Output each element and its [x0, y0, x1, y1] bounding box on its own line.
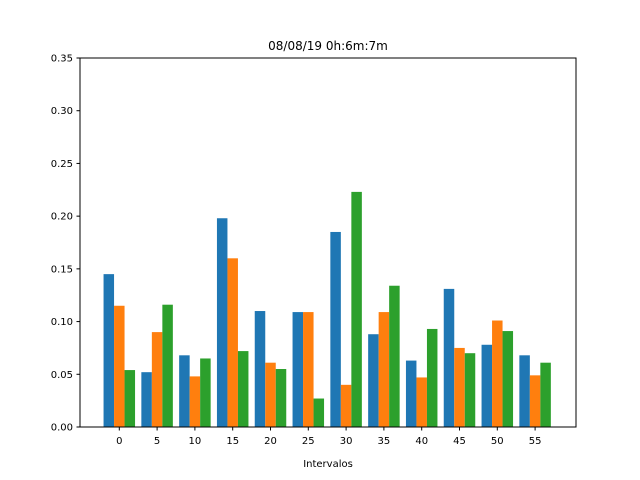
bar-series3-35	[389, 285, 400, 427]
x-tick-label: 20	[264, 436, 277, 447]
y-tick-label: 0.20	[51, 212, 73, 223]
y-tick-label: 0.00	[51, 423, 73, 434]
bar-series2-30	[340, 384, 352, 427]
bar-series3-55	[540, 362, 551, 427]
y-tick-label: 0.10	[51, 317, 73, 328]
bar-series2-55	[529, 375, 541, 427]
x-tick-label: 40	[415, 436, 428, 447]
bar-series1-55	[519, 355, 530, 427]
bar-series3-25	[313, 398, 325, 427]
bar-series3-0	[124, 370, 136, 427]
bar-series2-15	[227, 258, 238, 427]
x-tick-label: 50	[491, 436, 504, 447]
plot-frame	[79, 57, 577, 428]
bar-series2-35	[378, 312, 390, 427]
bar-series1-45	[443, 288, 455, 427]
bar-series3-15	[237, 351, 249, 427]
bar-series2-20	[265, 362, 276, 427]
bars-group	[103, 191, 551, 427]
x-tick-label: 30	[340, 436, 353, 447]
bar-series1-10	[179, 355, 190, 427]
chart-title: 08/08/19 0h:6m:7m	[268, 39, 388, 53]
x-tick-label: 10	[189, 436, 202, 447]
bar-series3-5	[162, 304, 173, 427]
bar-series3-45	[464, 353, 476, 427]
y-tick-label: 0.25	[51, 159, 73, 170]
bar-series3-10	[200, 358, 211, 427]
x-tick-label: 25	[302, 436, 315, 447]
y-tick-label: 0.30	[51, 106, 73, 117]
y-tick-label: 0.05	[51, 370, 73, 381]
x-tick-label: 15	[226, 436, 239, 447]
bar-series1-20	[254, 311, 266, 427]
bar-series1-30	[330, 231, 341, 427]
bar-series1-0	[103, 274, 115, 427]
bar-series1-40	[405, 360, 417, 427]
bar-series3-40	[426, 328, 438, 427]
bar-series1-35	[368, 334, 379, 427]
x-tick-label: 5	[154, 436, 160, 447]
bar-series2-10	[189, 376, 201, 427]
bar-series2-40	[416, 377, 427, 427]
bar-series2-50	[492, 320, 503, 427]
x-tick-label: 55	[529, 436, 542, 447]
x-tick-label: 35	[378, 436, 391, 447]
y-tick-label: 0.15	[51, 264, 73, 275]
x-tick-label: 45	[453, 436, 466, 447]
bar-series2-25	[303, 312, 314, 427]
y-tick-label: 0.35	[51, 54, 73, 65]
bar-series3-50	[502, 331, 514, 427]
bar-series1-5	[141, 372, 152, 427]
x-axis-label: Intervalos	[303, 459, 353, 470]
bar-series2-5	[151, 332, 163, 427]
bar-series3-20	[275, 369, 287, 427]
bar-series1-15	[216, 218, 228, 427]
bar-series3-30	[351, 191, 362, 427]
x-axis: 0 5 10 15 20 25 30 35 40 45 50 55	[116, 427, 541, 447]
x-tick-label: 0	[116, 436, 122, 447]
bar-series1-25	[292, 312, 304, 427]
bar-series2-0	[114, 305, 125, 427]
y-axis: 0.00 0.05 0.10 0.15 0.20 0.25 0.30 0.35	[51, 54, 80, 434]
bar-series1-50	[481, 344, 493, 427]
bar-series2-45	[454, 347, 465, 427]
